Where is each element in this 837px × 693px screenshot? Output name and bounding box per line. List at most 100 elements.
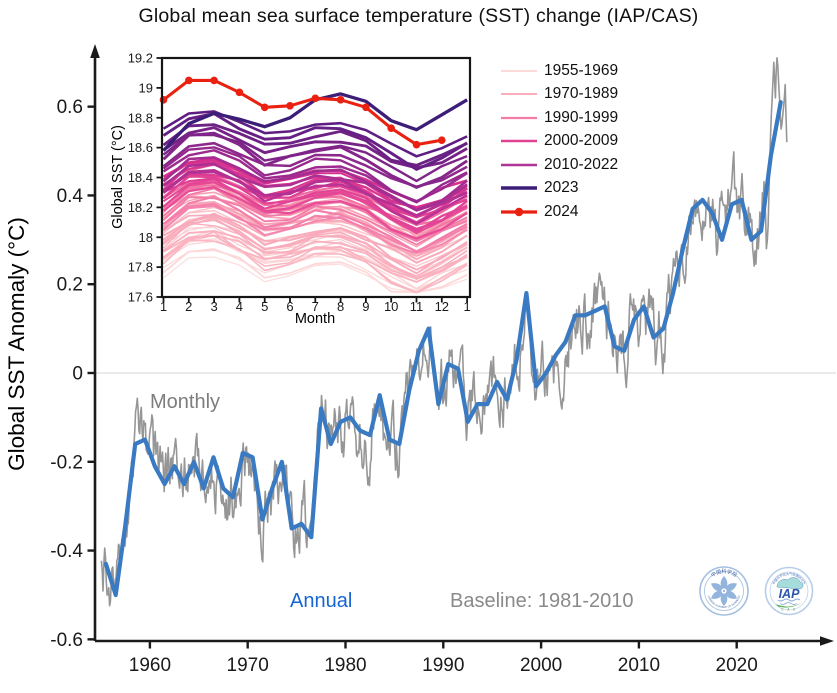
inset-group-line-2010-2022 (162, 169, 468, 218)
x-tick-label: 1960 (129, 655, 171, 676)
monthly-line (100, 57, 788, 607)
legend-item-2023: 2023 (500, 177, 618, 201)
inset-x-tick-label: 1 (463, 299, 470, 314)
legend-label: 2023 (544, 179, 579, 197)
inset-x-tick-label: 4 (236, 299, 243, 314)
inset-x-tick-label: 12 (435, 299, 449, 314)
y-tick-label: -0.2 (50, 452, 83, 473)
inset-group-line-1990-1999 (162, 196, 468, 246)
y-tick-label: 0.6 (57, 97, 83, 118)
cas-petal-icon (725, 590, 737, 599)
inset-group-line-2010-2022 (162, 133, 468, 183)
x-tick-label: 1990 (422, 655, 464, 676)
iap-cas-letters: C A S (781, 608, 796, 612)
inset-group-line-2010-2022 (162, 146, 468, 204)
inset-group-line-1970-1989 (162, 217, 468, 275)
x-tick-label: 2020 (716, 655, 758, 676)
legend-item-2024: 2024 (500, 200, 618, 224)
x-tick-label: 2010 (618, 655, 660, 676)
inset-2024-marker (311, 94, 320, 103)
inset-y-tick-label: 17.8 (128, 260, 153, 275)
cas-petal-icon (711, 583, 723, 592)
legend-item-2000-2009: 2000-2009 (500, 130, 618, 154)
legend-swatch-icon (501, 207, 537, 216)
legend-item-2010-2022: 2010-2022 (500, 153, 618, 177)
iap-wave-icon-2 (779, 602, 797, 605)
inset-group-line-2010-2022 (162, 171, 468, 226)
cas-petal-icon (725, 583, 737, 592)
inset-y-tick-label: 18.2 (128, 200, 153, 215)
inset-group-line-2000-2009 (162, 173, 468, 219)
inset-group-line-2010-2022 (162, 156, 468, 212)
legend-label: 2024 (544, 202, 579, 220)
legend-label: 1990-1999 (544, 108, 619, 126)
inset-x-tick-label: 8 (337, 299, 344, 314)
inset-y-tick-label: 18.4 (128, 170, 153, 185)
x-axis-arrow-icon (820, 636, 834, 646)
inset-group-line-1990-1999 (162, 195, 468, 254)
inset-group-line-1990-1999 (162, 205, 468, 255)
inset-x-tick-label: 7 (312, 299, 319, 314)
y-tick-label: -0.4 (50, 541, 83, 562)
inset-group-line-1970-1989 (163, 215, 468, 264)
inset-y-tick-label: 18 (139, 230, 153, 245)
legend-label: 1970-1989 (544, 85, 619, 103)
inset-group-line-2010-2022 (162, 110, 468, 158)
inset-group-line-2000-2009 (162, 181, 468, 235)
inset-2024-marker (336, 96, 345, 104)
inset-group-line-1970-1989 (162, 212, 468, 271)
iap-cloud-icon (776, 577, 804, 590)
main-axes: -0.6 -0.4 -0.2 0 0.2 0.4 0.6 1960 1970 1980 1990 20… (50, 44, 834, 676)
legend-item-1990-1999: 1990-1999 (500, 106, 618, 130)
inset-x-tick-label: 5 (261, 299, 268, 314)
inset-2024-marker (387, 124, 396, 133)
legend-swatch-icon (501, 186, 537, 190)
cas-petal-icon (720, 576, 728, 590)
inset-group-line-1970-1989 (163, 194, 468, 248)
monthly-series-group (100, 57, 788, 607)
iap-logo-text: IAP (779, 587, 801, 601)
page-title: Global mean sea surface temperature (SST… (138, 5, 699, 27)
baseline-annotation: Baseline: 1981-2010 (450, 590, 633, 612)
legend-label: 1955-1969 (544, 61, 619, 79)
x-tick-label: 1970 (227, 655, 269, 676)
legend-swatch-icon (501, 163, 537, 167)
iap-logo-inner-ring (769, 571, 809, 611)
iap-wave-icon (777, 598, 801, 602)
iap-swoosh-icon (776, 602, 803, 608)
inset-y-tick-label: 18.8 (128, 110, 153, 125)
inset-x-tick-label: 11 (410, 299, 424, 314)
x-tick-label: 1980 (324, 655, 366, 676)
cas-flower-icon (711, 576, 737, 606)
legend-swatch-marker (514, 207, 524, 216)
cas-petal-icon (711, 590, 723, 599)
inset-group-line-2000-2009 (162, 175, 468, 231)
inset-2024-marker (159, 96, 168, 104)
inset-group-line-2010-2022 (162, 131, 468, 189)
main-y-axis-title: Global SST Anomaly (°C) (4, 217, 29, 471)
legend-swatch-icon (501, 69, 537, 72)
annual-annotation: Annual (290, 590, 352, 612)
inset-x-tick-label: 1 (160, 299, 167, 314)
cas-logo: 中国科学院 CHINESE ACADEMY OF SCIENCES (699, 566, 749, 616)
inset-x-tick-label: 9 (362, 299, 369, 314)
inset-group-line-1970-1989 (162, 219, 468, 277)
annual-line (103, 100, 783, 598)
inset-line-2024 (162, 78, 443, 147)
annual-series-group (103, 100, 783, 598)
cas-flower-dot (722, 589, 726, 593)
inset-2024-marker (362, 103, 370, 112)
cas-petal-icon (720, 592, 728, 606)
inset-x-tick-label: 10 (384, 299, 398, 314)
inset-y-tick-label: 19 (139, 80, 153, 95)
cas-ring-text-top: 中国科学院 (710, 568, 739, 579)
x-tick-label: 2000 (520, 655, 562, 676)
y-tick-label: -0.6 (50, 630, 83, 651)
inset-group-line-2000-2009 (162, 159, 468, 209)
inset-2024-marker (438, 136, 446, 144)
inset-group-line-1970-1989 (162, 230, 468, 280)
y-tick-label: 0.2 (57, 275, 83, 296)
inset-x-tick-label: 6 (286, 299, 293, 314)
inset-2024-marker (260, 103, 269, 112)
